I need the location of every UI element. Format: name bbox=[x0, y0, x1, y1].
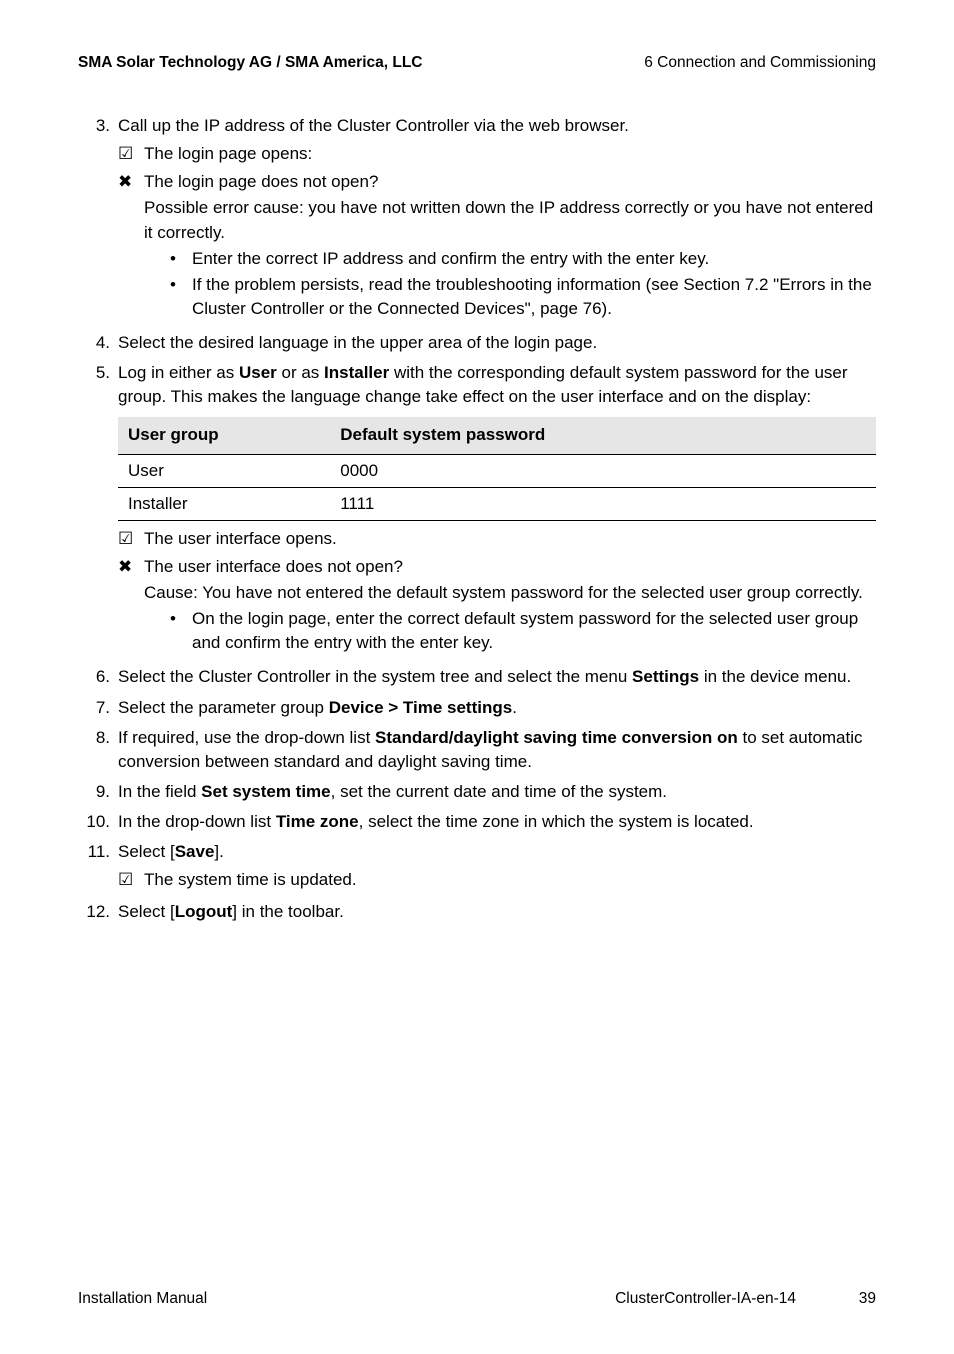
step-5-cause: Cause: You have not entered the default … bbox=[144, 581, 876, 605]
check-icon: ☑ bbox=[118, 142, 144, 166]
step-7-text: Select the parameter group Device > Time… bbox=[118, 696, 876, 720]
step-7-num: 7. bbox=[78, 696, 118, 720]
step-5-bull: On the login page, enter the correct def… bbox=[192, 607, 876, 655]
step-3-ok: The login page opens: bbox=[144, 142, 876, 166]
step-10-num: 10. bbox=[78, 810, 118, 834]
footer-mid: ClusterController-IA-en-14 bbox=[615, 1290, 796, 1308]
content: 3. Call up the IP address of the Cluster… bbox=[78, 114, 876, 925]
step-3-b1: Enter the correct IP address and confirm… bbox=[192, 247, 876, 271]
table-header-group: User group bbox=[118, 417, 330, 454]
step-8-text: If required, use the drop-down list Stan… bbox=[118, 726, 876, 774]
step-11-ok: The system time is updated. bbox=[144, 868, 876, 892]
header-left: SMA Solar Technology AG / SMA America, L… bbox=[78, 54, 423, 72]
step-7: 7. Select the parameter group Device > T… bbox=[78, 696, 876, 720]
step-3-text: Call up the IP address of the Cluster Co… bbox=[118, 114, 876, 138]
step-11-num: 11. bbox=[78, 840, 118, 894]
step-4: 4. Select the desired language in the up… bbox=[78, 331, 876, 355]
header-right: 6 Connection and Commissioning bbox=[644, 54, 876, 72]
bullet-icon: • bbox=[170, 607, 192, 655]
bullet-icon: • bbox=[170, 247, 192, 271]
step-3-x: The login page does not open? bbox=[144, 170, 876, 194]
step-5-text: Log in either as User or as Installer wi… bbox=[118, 361, 876, 409]
footer-left: Installation Manual bbox=[78, 1290, 207, 1308]
page-number: 39 bbox=[859, 1290, 876, 1308]
step-11: 11. Select [Save]. ☑ The system time is … bbox=[78, 840, 876, 894]
bullet-icon: • bbox=[170, 273, 192, 321]
step-6: 6. Select the Cluster Controller in the … bbox=[78, 665, 876, 689]
step-10-text: In the drop-down list Time zone, select … bbox=[118, 810, 876, 834]
step-3-b2: If the problem persists, read the troubl… bbox=[192, 273, 876, 321]
step-8-num: 8. bbox=[78, 726, 118, 774]
step-12-text: Select [Logout] in the toolbar. bbox=[118, 900, 876, 924]
step-9-num: 9. bbox=[78, 780, 118, 804]
cell-installer: Installer bbox=[118, 487, 330, 520]
step-10: 10. In the drop-down list Time zone, sel… bbox=[78, 810, 876, 834]
step-5-num: 5. bbox=[78, 361, 118, 659]
table-row: User 0000 bbox=[118, 454, 876, 487]
cross-icon: ✖ bbox=[118, 170, 144, 323]
step-12-num: 12. bbox=[78, 900, 118, 924]
cell-installer-pw: 1111 bbox=[330, 487, 876, 520]
step-4-num: 4. bbox=[78, 331, 118, 355]
step-9: 9. In the field Set system time, set the… bbox=[78, 780, 876, 804]
check-icon: ☑ bbox=[118, 868, 144, 892]
step-5-x: The user interface does not open? bbox=[144, 555, 876, 579]
step-11-text: Select [Save]. bbox=[118, 840, 876, 864]
step-12: 12. Select [Logout] in the toolbar. bbox=[78, 900, 876, 924]
footer: Installation Manual ClusterController-IA… bbox=[78, 1290, 876, 1308]
step-5-ok: The user interface opens. bbox=[144, 527, 876, 551]
step-3-cause: Possible error cause: you have not writt… bbox=[144, 196, 876, 244]
step-6-num: 6. bbox=[78, 665, 118, 689]
step-3-num: 3. bbox=[78, 114, 118, 325]
cross-icon: ✖ bbox=[118, 555, 144, 658]
table-row: Installer 1111 bbox=[118, 487, 876, 520]
cell-user-pw: 0000 bbox=[330, 454, 876, 487]
cell-user: User bbox=[118, 454, 330, 487]
step-4-text: Select the desired language in the upper… bbox=[118, 331, 876, 355]
step-5: 5. Log in either as User or as Installer… bbox=[78, 361, 876, 659]
step-6-text: Select the Cluster Controller in the sys… bbox=[118, 665, 876, 689]
password-table: User group Default system password User … bbox=[118, 417, 876, 520]
step-8: 8. If required, use the drop-down list S… bbox=[78, 726, 876, 774]
check-icon: ☑ bbox=[118, 527, 144, 551]
step-9-text: In the field Set system time, set the cu… bbox=[118, 780, 876, 804]
table-header-password: Default system password bbox=[330, 417, 876, 454]
step-3: 3. Call up the IP address of the Cluster… bbox=[78, 114, 876, 325]
